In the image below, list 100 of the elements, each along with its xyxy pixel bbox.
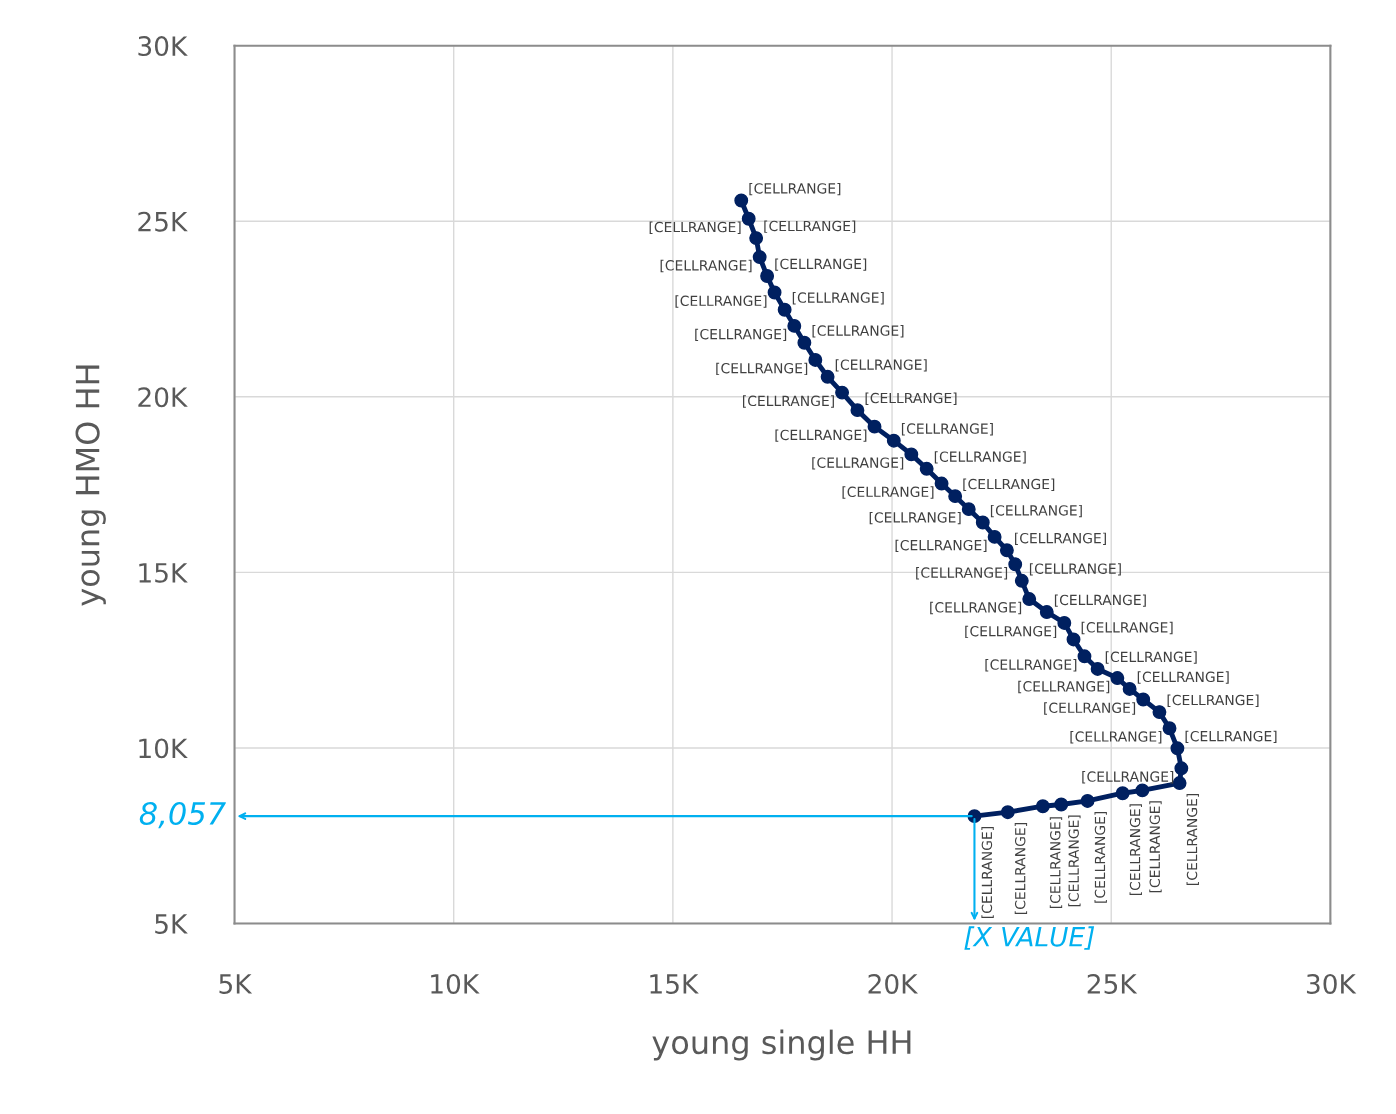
x-tick-label: 25K xyxy=(1087,973,1138,994)
point xyxy=(1054,797,1069,812)
point xyxy=(1172,776,1187,790)
point xyxy=(752,250,767,265)
point xyxy=(975,515,990,530)
data-label: [CELLRANGE] xyxy=(716,362,808,376)
point xyxy=(1066,632,1081,647)
data-label: [CELLRANGE] xyxy=(812,457,904,470)
point xyxy=(1008,557,1023,572)
x-tick-label: 20K xyxy=(868,973,919,994)
data-label: [CELLRANGE] xyxy=(1049,817,1063,909)
data-label: [CELLRANGE] xyxy=(985,659,1077,672)
point xyxy=(1115,786,1130,801)
data-label: [CELLRANGE] xyxy=(895,539,987,553)
point xyxy=(1080,794,1095,808)
point xyxy=(1057,615,1072,630)
data-label: [CELLRANGE] xyxy=(1129,804,1142,896)
data-label: [CELLRANGE] xyxy=(812,325,904,338)
point xyxy=(904,447,919,462)
point xyxy=(741,211,756,226)
data-label: [CELLRANGE] xyxy=(869,511,961,525)
data-label: [CELLRANGE] xyxy=(930,601,1022,615)
y-tick-label: 20K xyxy=(138,387,188,408)
data-label: [CELLRANGE] xyxy=(1015,532,1106,546)
point xyxy=(835,385,850,400)
data-label: [CELLRANGE] xyxy=(675,295,767,308)
point xyxy=(1014,573,1029,588)
y-tick-label: 30K xyxy=(138,36,188,57)
x-tick-label: 10K xyxy=(431,973,480,994)
data-label: [CELLRANGE] xyxy=(963,478,1055,491)
data-label: [CELLRANGE] xyxy=(1029,563,1121,576)
point xyxy=(787,318,802,333)
point xyxy=(767,285,782,300)
data-label: [CELLRANGE] xyxy=(934,451,1026,464)
data-label: [CELLRANGE] xyxy=(743,395,834,408)
point xyxy=(1000,805,1015,820)
y-axis-title: young HMO HH xyxy=(75,365,106,606)
point xyxy=(749,231,764,246)
data-label: [CELLRANGE] xyxy=(1018,680,1110,694)
data-label: [CELLRANGE] xyxy=(981,827,994,919)
point xyxy=(1136,692,1151,707)
point xyxy=(1022,592,1037,607)
x-tick-label: 5K xyxy=(219,974,253,994)
data-label: [CELLRANGE] xyxy=(1070,731,1162,744)
data-label: [CELLRANGE] xyxy=(1044,702,1136,715)
data-label: [CELLRANGE] xyxy=(1185,730,1277,744)
y-tick-label: 5K xyxy=(155,914,188,934)
data-label: [CELLRANGE] xyxy=(775,258,867,271)
annotation: 8,057 xyxy=(139,801,226,829)
x-axis-title: young single HH xyxy=(652,1029,911,1061)
point xyxy=(961,502,976,517)
data-label: [CELLRANGE] xyxy=(1068,815,1081,907)
y-tick-label: 15K xyxy=(139,563,188,583)
data-label: [CELLRANGE] xyxy=(1105,651,1197,664)
point xyxy=(1135,783,1150,798)
point xyxy=(919,461,934,476)
data-label: [CELLRANGE] xyxy=(1082,771,1174,784)
data-label: [CELLRANGE] xyxy=(965,625,1057,639)
point xyxy=(867,419,882,434)
point xyxy=(987,529,1002,544)
point xyxy=(808,352,823,367)
data-label: [CELLRANGE] xyxy=(1054,594,1146,607)
point xyxy=(797,335,812,350)
data-label: [CELLRANGE] xyxy=(842,486,934,499)
data-label: [CELLRANGE] xyxy=(1149,801,1162,893)
data-label: [CELLRANGE] xyxy=(749,182,841,196)
data-label: [CELLRANGE] xyxy=(1186,793,1199,885)
y-tick-label: 10K xyxy=(139,738,188,759)
point xyxy=(1039,605,1054,619)
point xyxy=(1152,705,1167,720)
point xyxy=(850,403,865,418)
point xyxy=(1170,741,1185,756)
data-label: [CELLRANGE] xyxy=(1081,621,1173,635)
annotation: [X VALUE] xyxy=(964,926,1095,950)
point xyxy=(948,489,963,504)
data-label: [CELLRANGE] xyxy=(1014,823,1028,915)
point xyxy=(1174,761,1189,776)
data-label: [CELLRANGE] xyxy=(775,429,867,442)
data-label: [CELLRANGE] xyxy=(660,259,752,273)
data-label: [CELLRANGE] xyxy=(835,359,927,372)
data-label: [CELLRANGE] xyxy=(792,292,884,305)
point xyxy=(734,193,749,208)
data-label: [CELLRANGE] xyxy=(1094,811,1107,903)
point xyxy=(999,543,1014,558)
point xyxy=(760,269,775,283)
data-label: [CELLRANGE] xyxy=(916,567,1008,580)
data-label: [CELLRANGE] xyxy=(865,392,957,405)
point xyxy=(820,369,835,384)
data-label: [CELLRANGE] xyxy=(1167,694,1259,707)
data-label: [CELLRANGE] xyxy=(649,221,741,234)
x-tick-label: 30K xyxy=(1306,973,1357,994)
point xyxy=(1110,671,1125,686)
data-label: [CELLRANGE] xyxy=(1137,671,1229,684)
data-label: [CELLRANGE] xyxy=(695,328,787,342)
point xyxy=(777,302,792,317)
point xyxy=(1035,799,1050,814)
data-label: [CELLRANGE] xyxy=(901,423,993,436)
point xyxy=(1122,682,1137,696)
point xyxy=(1077,649,1092,664)
point xyxy=(886,433,901,448)
